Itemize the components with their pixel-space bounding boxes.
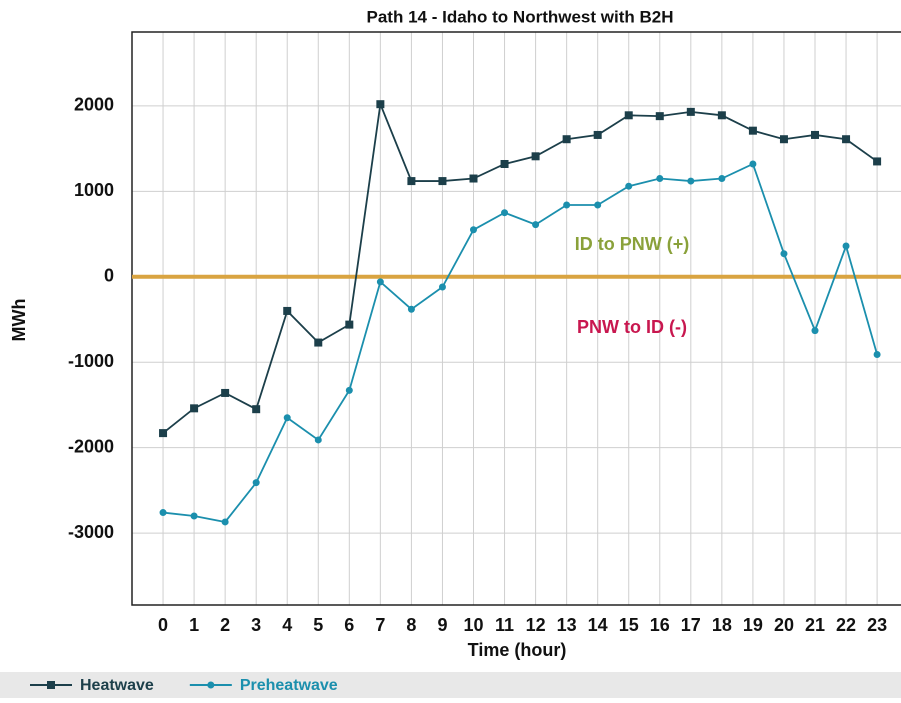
legend-background xyxy=(0,672,901,698)
y-tick-label: 0 xyxy=(104,266,114,286)
x-tick-label: 20 xyxy=(774,615,794,635)
marker xyxy=(190,512,198,520)
marker xyxy=(873,351,881,359)
marker xyxy=(469,174,478,183)
marker xyxy=(501,209,509,217)
y-tick-label: -3000 xyxy=(68,522,114,542)
marker xyxy=(159,509,167,517)
marker xyxy=(252,405,261,414)
marker xyxy=(221,518,229,526)
marker xyxy=(438,177,447,186)
marker xyxy=(625,182,633,190)
x-tick-label: 13 xyxy=(557,615,577,635)
marker xyxy=(376,278,384,286)
marker xyxy=(283,414,291,422)
x-tick-label: 3 xyxy=(251,615,261,635)
x-tick-label: 19 xyxy=(743,615,763,635)
y-tick-label: -1000 xyxy=(68,351,114,371)
y-tick-label: 1000 xyxy=(74,180,114,200)
x-tick-label: 5 xyxy=(313,615,323,635)
marker xyxy=(407,177,416,186)
x-tick-label: 11 xyxy=(495,615,514,635)
marker xyxy=(686,107,695,116)
marker xyxy=(407,305,415,313)
legend-marker xyxy=(207,681,215,689)
marker xyxy=(780,250,788,258)
x-tick-label: 2 xyxy=(220,615,230,635)
marker xyxy=(221,388,230,397)
y-tick-label: 2000 xyxy=(74,95,114,115)
legend-marker xyxy=(47,681,55,689)
x-tick-label: 8 xyxy=(406,615,416,635)
axis-frame xyxy=(131,31,901,606)
marker xyxy=(563,201,571,209)
marker xyxy=(562,135,571,144)
marker xyxy=(345,386,353,394)
x-tick-label: 9 xyxy=(437,615,447,635)
marker xyxy=(345,320,354,329)
marker xyxy=(811,130,820,139)
annotation: ID to PNW (+) xyxy=(575,234,690,254)
x-tick-label: 6 xyxy=(344,615,354,635)
x-tick-label: 0 xyxy=(158,615,168,635)
marker xyxy=(438,283,446,291)
marker xyxy=(500,159,509,168)
marker xyxy=(842,135,851,144)
x-tick-label: 4 xyxy=(282,615,292,635)
x-tick-label: 7 xyxy=(375,615,385,635)
marker xyxy=(655,112,664,121)
x-tick-label: 1 xyxy=(189,615,199,635)
x-tick-label: 12 xyxy=(526,615,546,635)
x-tick-label: 14 xyxy=(588,615,608,635)
marker xyxy=(314,338,323,347)
marker xyxy=(656,175,664,183)
y-axis-label: MWh xyxy=(9,299,29,342)
marker xyxy=(842,242,850,250)
x-axis-label: Time (hour) xyxy=(468,640,567,660)
marker xyxy=(749,160,757,168)
annotation: PNW to ID (-) xyxy=(577,317,687,337)
x-tick-label: 17 xyxy=(681,615,701,635)
marker xyxy=(532,221,540,229)
marker xyxy=(252,479,260,487)
x-tick-label: 10 xyxy=(463,615,483,635)
marker xyxy=(811,327,819,335)
marker xyxy=(190,404,199,413)
y-tick-label: -2000 xyxy=(68,436,114,456)
marker xyxy=(779,135,788,144)
series-line xyxy=(162,162,878,523)
x-tick-label: 22 xyxy=(836,615,856,635)
marker xyxy=(624,111,633,120)
x-tick-label: 15 xyxy=(619,615,639,635)
x-tick-label: 23 xyxy=(867,615,887,635)
marker xyxy=(159,429,168,438)
chart-title: Path 14 - Idaho to Northwest with B2H xyxy=(367,7,674,26)
marker xyxy=(717,111,726,120)
marker xyxy=(314,436,322,444)
marker xyxy=(376,100,385,109)
x-tick-label: 21 xyxy=(805,615,825,635)
x-tick-label: 16 xyxy=(650,615,670,635)
marker xyxy=(283,306,292,315)
marker xyxy=(531,152,540,161)
marker xyxy=(470,226,478,234)
legend-label: Preheatwave xyxy=(240,677,338,694)
marker xyxy=(873,157,882,166)
marker xyxy=(593,130,602,139)
marker xyxy=(748,126,757,135)
series-line xyxy=(162,100,878,434)
marker xyxy=(687,177,695,185)
x-tick-label: 18 xyxy=(712,615,732,635)
marker xyxy=(594,201,602,209)
legend-label: Heatwave xyxy=(80,677,154,694)
marker xyxy=(718,175,726,183)
